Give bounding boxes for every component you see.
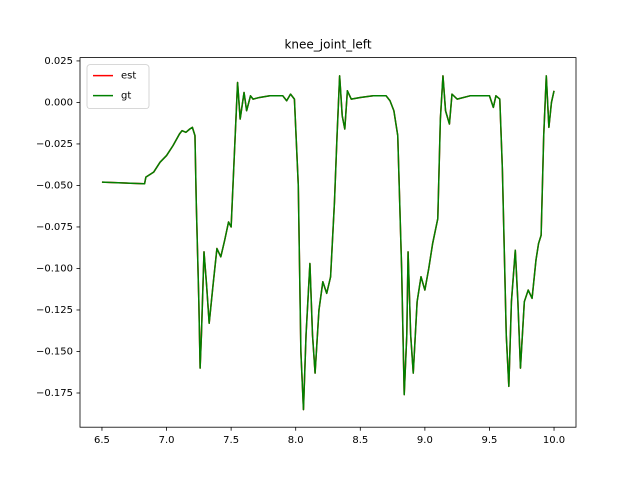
y-tick-label: −0.050 xyxy=(36,180,73,191)
legend-label: gt xyxy=(121,91,131,102)
series-line xyxy=(101,75,555,411)
x-tick-label: 8.5 xyxy=(352,435,368,446)
x-tick-label: 7.5 xyxy=(223,435,239,446)
y-tick-label: 0.000 xyxy=(44,97,73,108)
x-tick-label: 8.0 xyxy=(288,435,304,446)
y-tick-label: −0.100 xyxy=(36,263,73,274)
y-tick-label: −0.025 xyxy=(36,139,73,150)
x-tick-label: 9.5 xyxy=(482,435,498,446)
y-tick-label: 0.025 xyxy=(44,56,73,67)
y-tick-label: −0.075 xyxy=(36,222,73,233)
legend-label: est xyxy=(121,71,136,82)
y-tick-label: −0.125 xyxy=(36,305,73,316)
legend-box xyxy=(86,64,150,109)
y-tick-label: −0.175 xyxy=(36,388,73,399)
x-tick-label: 6.5 xyxy=(94,435,110,446)
plot-frame xyxy=(79,57,577,428)
y-tick-label: −0.150 xyxy=(36,346,73,357)
chart-title: knee_joint_left xyxy=(284,38,371,52)
x-tick-label: 10.0 xyxy=(543,435,565,446)
x-tick-label: 9.0 xyxy=(417,435,433,446)
x-tick-label: 7.0 xyxy=(159,435,175,446)
series-line xyxy=(101,75,555,411)
